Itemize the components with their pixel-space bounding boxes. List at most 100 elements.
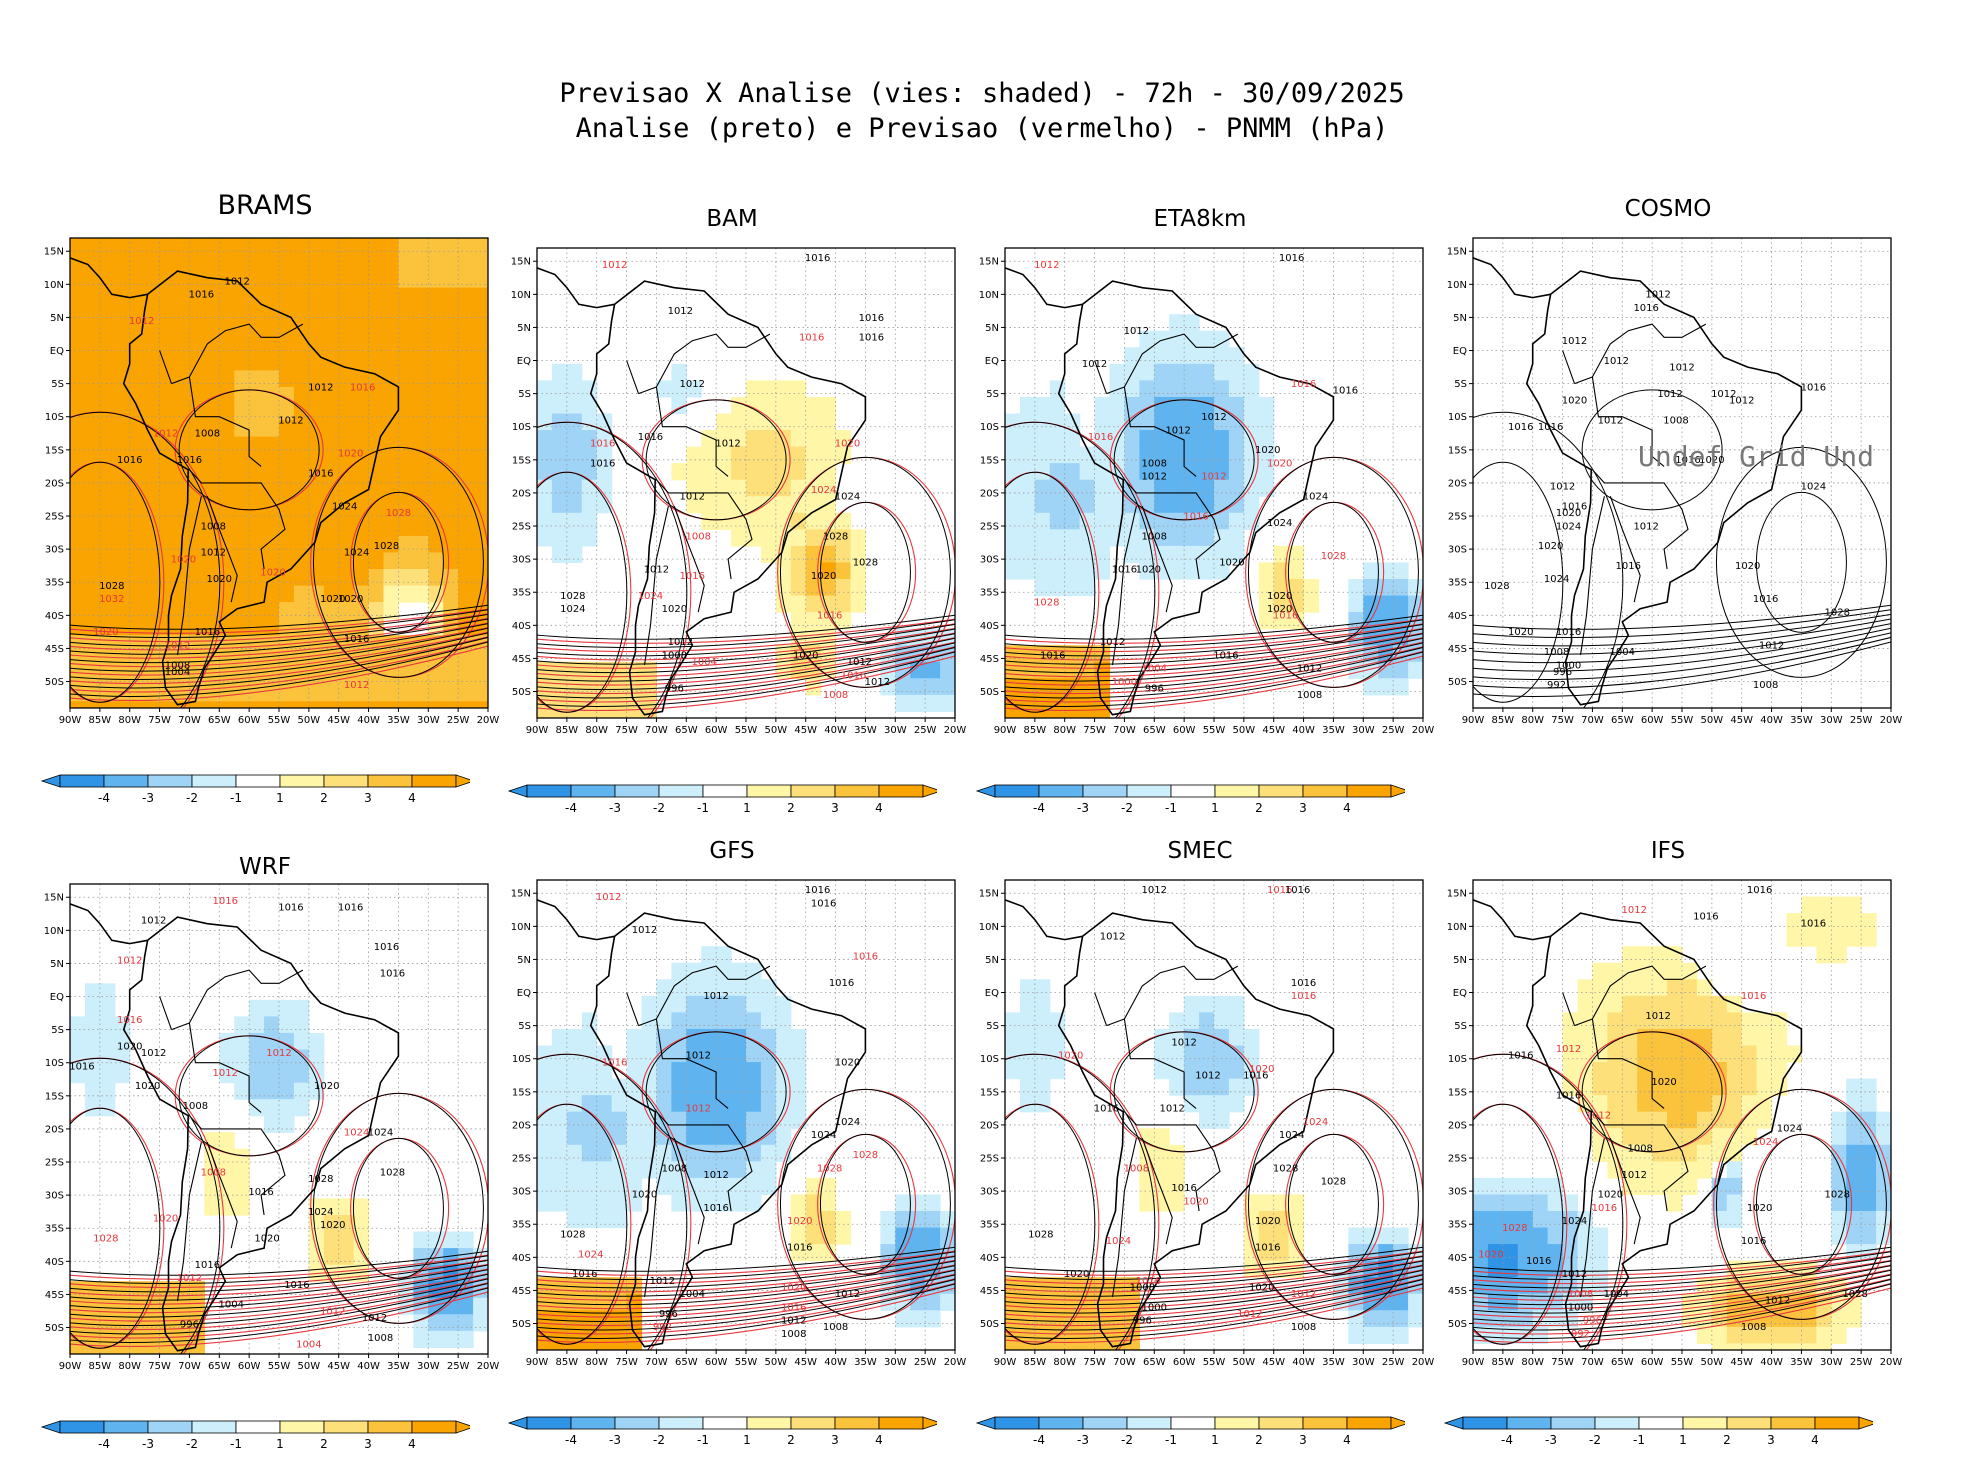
bias-cell [1816,946,1832,964]
bias-cell [264,1049,280,1067]
colorbar-segment [702,784,748,798]
bias-cell [1154,1161,1170,1179]
bias-cell [686,1062,702,1080]
bias-cell [249,502,265,520]
contour-label: 1012 [153,429,178,440]
bias-cell [174,519,191,537]
coastline [537,899,615,941]
bias-cell [323,304,340,322]
isobar [1113,399,1255,521]
bias-cell [458,701,474,708]
bias-cell [264,602,280,620]
bias-cell [1019,661,1036,679]
bias-cell [716,1144,732,1162]
bias-cell [473,287,488,305]
contour-label: 1012 [1201,412,1226,423]
bias-cell [1079,711,1096,718]
bias-cell [611,1111,628,1129]
colorbar-label: -1 [1633,1433,1645,1447]
bias-cell [1079,562,1096,580]
bias-cell [1169,529,1185,547]
bias-cell [174,552,191,570]
bias-cell [114,635,131,653]
contour-label: 1020 [171,554,196,565]
y-tick-label: 40S [45,611,64,622]
contour-label: 1016 [1747,885,1772,896]
isobar [1473,1255,1891,1289]
bias-cell [1064,1326,1081,1344]
bias-cell [174,238,191,256]
x-tick-label: 55W [268,715,291,726]
bias-cell [1592,1144,1608,1162]
x-tick-label: 80W [1053,1357,1076,1368]
bias-cell [114,1066,131,1084]
bias-cell [537,479,553,497]
contour-label: 1020 [1538,541,1563,552]
contour-label: 1020 [1058,1051,1083,1062]
bias-cell [308,370,325,388]
bias-cell [1064,711,1081,718]
bias-cell [1214,347,1230,365]
bias-cell [1711,1326,1728,1344]
colorbar-segment [1770,1416,1816,1430]
x-tick-label: 55W [735,1357,758,1368]
contour-label: 1024 [344,548,369,559]
contour-label: 1016 [811,898,836,909]
bias-cell [1019,545,1036,564]
bias-cell [760,430,777,448]
bias-cell [473,684,488,702]
bias-cell [293,701,310,708]
panel-title: ETA8km [1153,206,1247,232]
bias-cell [249,552,265,570]
contour-label: 1012 [703,1170,728,1181]
colorbar-segment [1443,1416,1464,1430]
bias-cell [1139,380,1155,398]
bias-cell [1124,1293,1140,1311]
bias-cell [1154,1194,1170,1212]
bias-cell [443,1330,459,1348]
bias-cell [1019,1326,1036,1344]
colorbar-segment [658,784,704,798]
bias-cell [114,386,131,405]
isobar [1005,651,1423,707]
bias-cell [1726,1111,1743,1129]
bias-cell [1637,1161,1653,1179]
colorbar-segment [746,784,792,798]
x-tick-label: 70W [1113,725,1136,736]
contour-label: 1012 [1237,1309,1262,1320]
colorbar-segment [103,774,149,788]
bias-cell [596,1343,613,1350]
bias-cell [910,1310,926,1328]
x-tick-label: 50W [1701,1357,1724,1368]
panel-title: BRAMS [217,190,313,221]
bias-cell [641,694,658,712]
bias-cell [279,337,295,355]
bias-cell [458,519,474,537]
contour-label: 1024 [1556,521,1581,532]
y-tick-label: 10S [1448,412,1467,423]
x-tick-label: 70W [1581,715,1604,726]
bias-cell [626,1045,643,1063]
colorbar-segment [526,784,572,798]
bias-cell [1228,1045,1245,1063]
bias-cell [611,1326,628,1344]
bias-cell [746,979,762,997]
bias-cell [731,396,747,415]
bias-cell [671,1078,687,1096]
contour-label: 1020 [1598,1190,1623,1201]
bias-cell [129,254,146,272]
bias-cell [1019,479,1036,497]
bias-cell [731,1062,747,1080]
bias-cell [293,1066,310,1084]
bias-cell [1034,1012,1051,1030]
bias-cell [1607,1012,1623,1030]
x-tick-label: 75W [615,725,638,736]
bias-cell [760,446,777,464]
colorbar-label: -2 [1121,1433,1133,1447]
bias-cell [1258,396,1275,415]
bias-cell [279,453,295,471]
bias-cell [596,1177,613,1196]
bias-cell [383,552,400,570]
bias-cell [1667,1078,1683,1096]
y-tick-label: 5S [51,1025,64,1036]
